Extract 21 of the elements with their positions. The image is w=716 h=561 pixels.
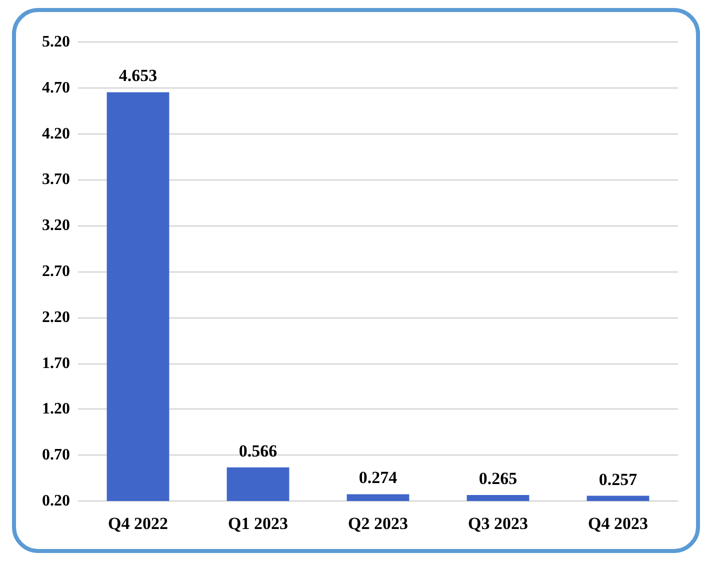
x-tick-label: Q1 2023 <box>228 514 288 533</box>
data-label: 4.653 <box>118 66 158 86</box>
x-tick-label: Q4 2022 <box>108 514 168 533</box>
x-tick-label: Q4 2023 <box>588 514 648 533</box>
y-tick-label: 1.70 <box>42 354 70 372</box>
y-tick-label: 4.70 <box>42 79 70 96</box>
y-tick-label: 2.70 <box>42 263 70 280</box>
y-tick-label: 4.20 <box>42 125 70 142</box>
y-tick-label: 3.20 <box>42 217 70 234</box>
data-label: 0.274 <box>358 468 398 488</box>
y-tick-label: 3.70 <box>42 171 70 188</box>
y-tick-label: 2.20 <box>42 308 70 326</box>
data-label: 0.566 <box>238 441 278 460</box>
y-tick-label: 5.20 <box>42 34 70 50</box>
data-label: 0.265 <box>478 469 518 488</box>
y-tick-label: 0.20 <box>42 492 70 510</box>
x-tick-label: Q3 2023 <box>468 514 528 533</box>
data-label: 0.257 <box>598 470 638 489</box>
y-tick-label: 1.20 <box>42 400 70 418</box>
y-tick-label: 0.70 <box>42 446 70 464</box>
x-tick-label: Q2 2023 <box>348 514 408 533</box>
